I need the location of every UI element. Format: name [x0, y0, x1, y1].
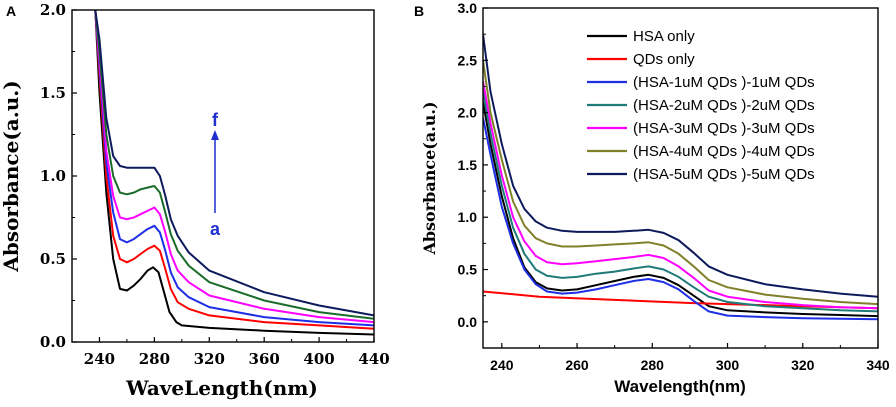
series-line-c — [94, 10, 374, 327]
panel-b-legend: HSA only QDs only (HSA-1uM QDs )-1uM QDs (H… — [587, 28, 815, 183]
legend-item-hsa-5um-qds-5um-qds: (HSA-5uM QDs )-5uM QDs — [587, 166, 815, 183]
legend-label: QDs only — [633, 51, 695, 68]
panel-b-x-axis-label: Wavelength(nm) — [614, 377, 746, 396]
panel-b-plot-frame — [482, 7, 879, 349]
panel-b-y-axis-label: Absorbance(a.u.) — [420, 101, 439, 255]
y-tick-label: 2.0 — [40, 1, 66, 19]
series-line-hsa-2um-qds-2um-qds — [483, 91, 878, 313]
arrow-up-icon — [211, 130, 219, 140]
legend-label: (HSA-4uM QDs )-4uM QDs — [633, 143, 815, 160]
panel-a-series — [94, 10, 374, 336]
x-tick-label: 320 — [791, 357, 815, 373]
legend-label: HSA only — [633, 28, 695, 45]
x-tick-label: 280 — [139, 350, 170, 368]
x-tick-label: 440 — [358, 350, 389, 368]
legend-item-hsa-1um-qds-1um-qds: (HSA-1uM QDs )-1uM QDs — [587, 74, 815, 91]
panel-b: B 240 260 280 300 320 340 0.0 0.5 1.0 1.5 2.0 2.5 3… — [414, 0, 890, 396]
legend-item-hsa-2um-qds-2um-qds: (HSA-2uM QDs )-2uM QDs — [587, 97, 815, 114]
legend-label: (HSA-5uM QDs )-5uM QDs — [633, 166, 815, 183]
legend-item-hsa-only: HSA only — [587, 28, 695, 45]
legend-item-hsa-3um-qds-3um-qds: (HSA-3uM QDs )-3uM QDs — [587, 120, 815, 137]
series-line-hsa-5um-qds-5um-qds — [483, 34, 878, 298]
panel-a-series-arrow: f a — [210, 110, 221, 239]
legend-item-qds-only: QDs only — [587, 51, 695, 68]
panel-b-series — [483, 34, 878, 321]
series-line-hsa-3um-qds-3um-qds — [483, 81, 878, 310]
y-tick-label: 0.0 — [458, 314, 478, 330]
y-tick-label: 3.0 — [458, 0, 478, 16]
x-tick-label: 400 — [303, 350, 334, 368]
series-line-d — [94, 10, 374, 324]
annotation-series-f: f — [212, 110, 219, 130]
series-line-b — [94, 10, 374, 330]
series-line-hsa-only — [483, 102, 878, 318]
x-tick-label: 300 — [716, 357, 740, 373]
y-tick-label: 0.5 — [458, 262, 478, 278]
legend-label: (HSA-1uM QDs )-1uM QDs — [633, 74, 815, 91]
y-tick-label: 1.0 — [40, 167, 66, 185]
panel-a-x-axis-label: WaveLength(nm) — [125, 376, 318, 400]
x-tick-label: 360 — [249, 350, 280, 368]
x-tick-label: 280 — [641, 357, 665, 373]
series-line-a — [94, 10, 374, 336]
x-tick-label: 340 — [866, 357, 890, 373]
x-tick-label: 320 — [194, 350, 225, 368]
panel-label-b: B — [414, 3, 424, 19]
panel-a: A 240 280 320 360 400 440 0.0 0.5 1.0 1.5 2.0 Wav… — [0, 1, 390, 400]
panel-b-x-ticks: 240 260 280 300 320 340 — [490, 343, 890, 373]
series-line-hsa-1um-qds-1um-qds — [483, 117, 878, 321]
annotation-series-a: a — [210, 219, 221, 239]
series-line-e — [94, 10, 374, 320]
legend-item-hsa-4um-qds-4um-qds: (HSA-4uM QDs )-4uM QDs — [587, 143, 815, 160]
x-tick-label: 260 — [565, 357, 589, 373]
legend-label: (HSA-2uM QDs )-2uM QDs — [633, 97, 815, 114]
panel-label-a: A — [6, 3, 16, 19]
panel-a-y-axis-label: Absorbance(a.u.) — [0, 80, 23, 272]
y-tick-label: 1.5 — [40, 84, 66, 102]
y-tick-label: 1.0 — [458, 209, 478, 225]
y-tick-label: 2.0 — [458, 105, 478, 121]
x-tick-label: 240 — [84, 350, 115, 368]
series-line-hsa-4um-qds-4um-qds — [483, 60, 878, 306]
x-tick-label: 240 — [490, 357, 514, 373]
panel-a-x-ticks: 240 280 320 360 400 440 — [71, 337, 390, 368]
legend-label: (HSA-3uM QDs )-3uM QDs — [633, 120, 815, 137]
panel-a-y-ticks: 0.0 0.5 1.0 1.5 2.0 — [40, 1, 77, 351]
y-tick-label: 0.0 — [40, 333, 66, 351]
y-tick-label: 1.5 — [458, 157, 478, 173]
series-line-qds-only — [483, 290, 878, 310]
panel-b-y-ticks: 0.0 0.5 1.0 1.5 2.0 2.5 3.0 — [458, 0, 488, 330]
series-line-f — [94, 10, 374, 317]
y-tick-label: 0.5 — [40, 250, 66, 268]
panel-a-plot-frame — [71, 9, 375, 343]
y-tick-label: 2.5 — [458, 52, 478, 68]
